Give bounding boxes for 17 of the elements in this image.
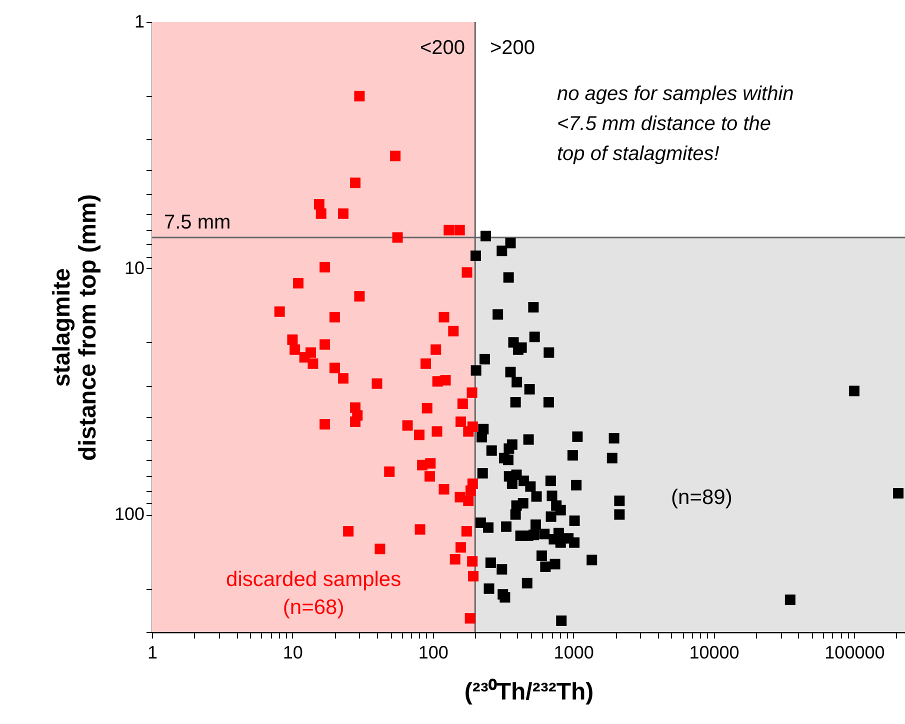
y-tick-label: 100 <box>114 504 144 524</box>
y-tick-label: 1 <box>134 12 144 32</box>
y-tick-label: 10 <box>124 258 144 278</box>
x-tick-label: 100000 <box>824 642 885 662</box>
x-tick-label: 1000 <box>554 642 594 662</box>
annotation: >200 <box>490 37 536 59</box>
x-tick-label: 100 <box>418 642 448 662</box>
x-tick-label: 10000 <box>689 642 740 662</box>
annotation: <200 <box>420 37 465 59</box>
x-axis-title: (²³⁰Th/²³²Th) <box>464 678 594 706</box>
y-axis-title: stalagmite distance from top (mm) <box>48 194 102 461</box>
band-label: discarded samples (n=68) <box>226 568 402 619</box>
annotation: no ages for samples within <7.5 mm distance to the top of stalagmites! <box>557 83 794 165</box>
ref-line-label: 7.5 mm <box>164 211 231 234</box>
x-tick-label: 1 <box>147 642 158 662</box>
x-tick-label: 10 <box>282 642 303 662</box>
band-label: (n=89) <box>671 486 732 509</box>
